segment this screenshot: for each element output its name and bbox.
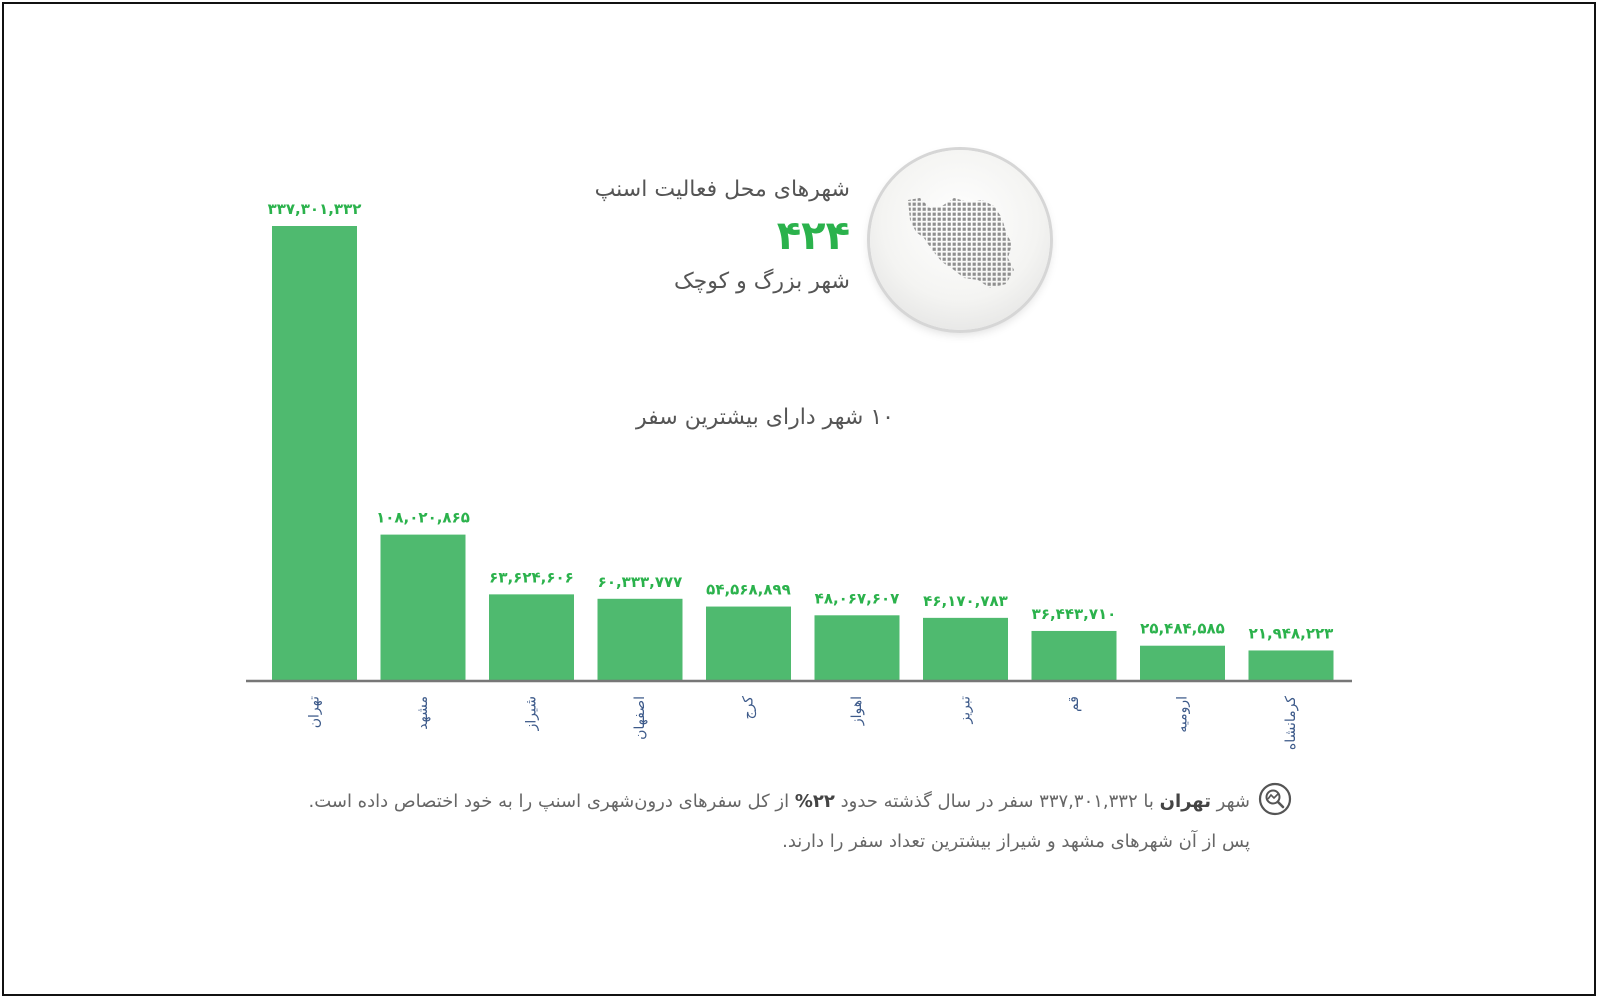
category-label-4: اصفهان (632, 696, 648, 740)
category-label-9: ارومیه (1175, 696, 1191, 733)
bar-value-label-2: ۱۰۸,۰۲۰,۸۶۵ (376, 509, 470, 527)
bar-1 (272, 226, 357, 680)
note-text-3: از کل سفرهای درون‌شهری اسنپ را به خود اخ… (308, 791, 1250, 852)
bar-2 (380, 534, 466, 680)
category-label-7: تبریز (958, 696, 974, 725)
header-subtitle: شهر بزرگ و کوچک (673, 269, 850, 294)
bar-4 (597, 598, 683, 680)
bar-value-label-6: ۴۸,۰۶۷,۶۰۷ (815, 589, 900, 607)
bar-value-label-9: ۲۵,۴۸۴,۵۸۵ (1140, 620, 1225, 638)
category-label-5: کرج (741, 696, 757, 720)
magnifier-chart-icon (1258, 782, 1292, 820)
header-block: شهرهای محل فعالیت اسنپ ۴۲۴ شهر بزرگ و کو… (540, 175, 850, 297)
map-badge (870, 150, 1050, 330)
iran-map-icon (908, 198, 1014, 288)
note-percent: ۲۲% (794, 791, 835, 812)
header-title: شهرهای محل فعالیت اسنپ (594, 177, 850, 202)
bar-value-label-3: ۶۳,۶۲۴,۶۰۶ (489, 568, 574, 586)
bar-9 (1140, 645, 1225, 680)
bar-10 (1248, 650, 1334, 680)
category-label-3: شیراز (524, 696, 540, 731)
category-label-6: اهواز (849, 696, 865, 726)
bar-value-label-7: ۴۶,۱۷۰,۷۸۳ (923, 592, 1008, 610)
insight-note: شهر تهران با ۳۳۷,۳۰۱,۳۳۲ سفر در سال گذشت… (290, 782, 1250, 862)
bar-8 (1031, 630, 1117, 680)
bar-value-label-1: ۳۳۷,۳۰۱,۳۳۲ (268, 200, 362, 218)
category-label-10: کرمانشاه (1283, 696, 1299, 750)
note-text-1: شهر (1210, 791, 1250, 812)
city-count: ۴۲۴ (776, 213, 850, 259)
bar-value-label-8: ۳۶,۴۴۳,۷۱۰ (1032, 605, 1117, 623)
bar-value-label-5: ۵۴,۵۶۸,۸۹۹ (706, 581, 791, 599)
note-text-2: با ۳۳۷,۳۰۱,۳۳۲ سفر در سال گذشته حدود (834, 791, 1160, 812)
bar-7 (923, 617, 1008, 680)
note-city: تهران (1159, 791, 1211, 812)
category-label-1: تهران (307, 696, 323, 728)
category-label-8: قم (1066, 696, 1082, 712)
bar-5 (706, 606, 791, 680)
chart-title: ۱۰ شهر دارای بیشترین سفر (636, 405, 894, 430)
bar-value-label-4: ۶۰,۳۳۳,۷۷۷ (598, 573, 683, 591)
category-label-2: مشهد (415, 696, 431, 730)
bar-value-label-10: ۲۱,۹۴۸,۲۲۳ (1249, 624, 1334, 642)
bar-3 (489, 594, 574, 680)
bar-6 (814, 615, 900, 680)
